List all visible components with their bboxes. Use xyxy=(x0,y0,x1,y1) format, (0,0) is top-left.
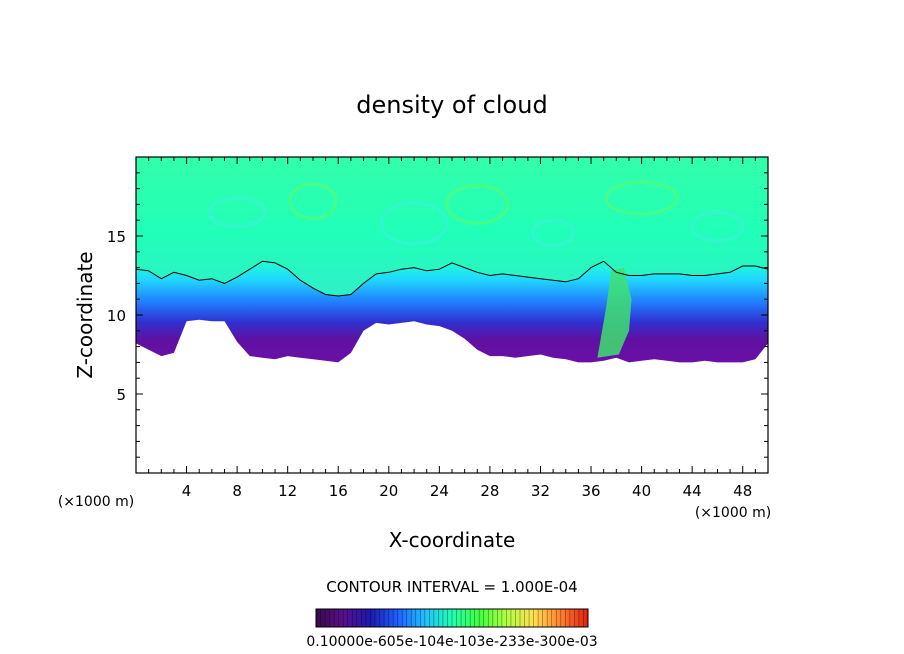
colorbar-frame xyxy=(315,608,589,628)
x-tick-label-24: 24 xyxy=(430,482,449,500)
swirl-2 xyxy=(379,201,449,246)
swirl-0 xyxy=(207,196,267,229)
x-tick-label-8: 8 xyxy=(232,482,242,500)
x-tick-label-44: 44 xyxy=(683,482,702,500)
x-tick-label-40: 40 xyxy=(632,482,651,500)
x-unit-right: (×1000 m) xyxy=(695,505,771,521)
colorbar-ticks xyxy=(320,609,584,627)
swirl-6 xyxy=(690,210,745,243)
y-axis-label: Z-coordinate xyxy=(73,251,97,378)
updraft-plume xyxy=(597,267,632,358)
x-axis: 4 8 12 16 20 24 28 32 36 40 44 48 xyxy=(148,157,756,500)
x-tick-label-16: 16 xyxy=(329,482,348,500)
x-tick-label-4: 4 xyxy=(182,482,192,500)
x-tick-label-48: 48 xyxy=(733,482,752,500)
colorbar xyxy=(315,608,589,628)
swirl-4 xyxy=(531,218,575,247)
x-axis-label: X-coordinate xyxy=(389,528,516,552)
swirl-1 xyxy=(288,182,338,221)
contour-interval: CONTOUR INTERVAL = 1.000E-04 xyxy=(326,578,577,596)
cloud-swirls xyxy=(207,180,745,247)
y-tick-label-5: 5 xyxy=(116,386,126,404)
y-tick-label-10: 10 xyxy=(107,307,126,325)
x-tick-label-12: 12 xyxy=(278,482,297,500)
x-tick-label-36: 36 xyxy=(581,482,600,500)
plot-area xyxy=(136,157,768,473)
colorbar-labels: 0.10000e-605e-104e-103e-233e-300e-03 xyxy=(306,634,597,650)
x-tick-label-28: 28 xyxy=(480,482,499,500)
x-tick-label-32: 32 xyxy=(531,482,550,500)
swirl-5 xyxy=(604,180,679,216)
chart-title: density of cloud xyxy=(356,91,547,119)
cloud-top-contour xyxy=(136,260,768,297)
y-axis: 5 10 15 xyxy=(107,172,768,458)
swirl-3 xyxy=(445,183,510,225)
x-unit-left: (×1000 m) xyxy=(58,494,134,510)
x-tick-label-20: 20 xyxy=(379,482,398,500)
y-tick-label-15: 15 xyxy=(107,228,126,246)
